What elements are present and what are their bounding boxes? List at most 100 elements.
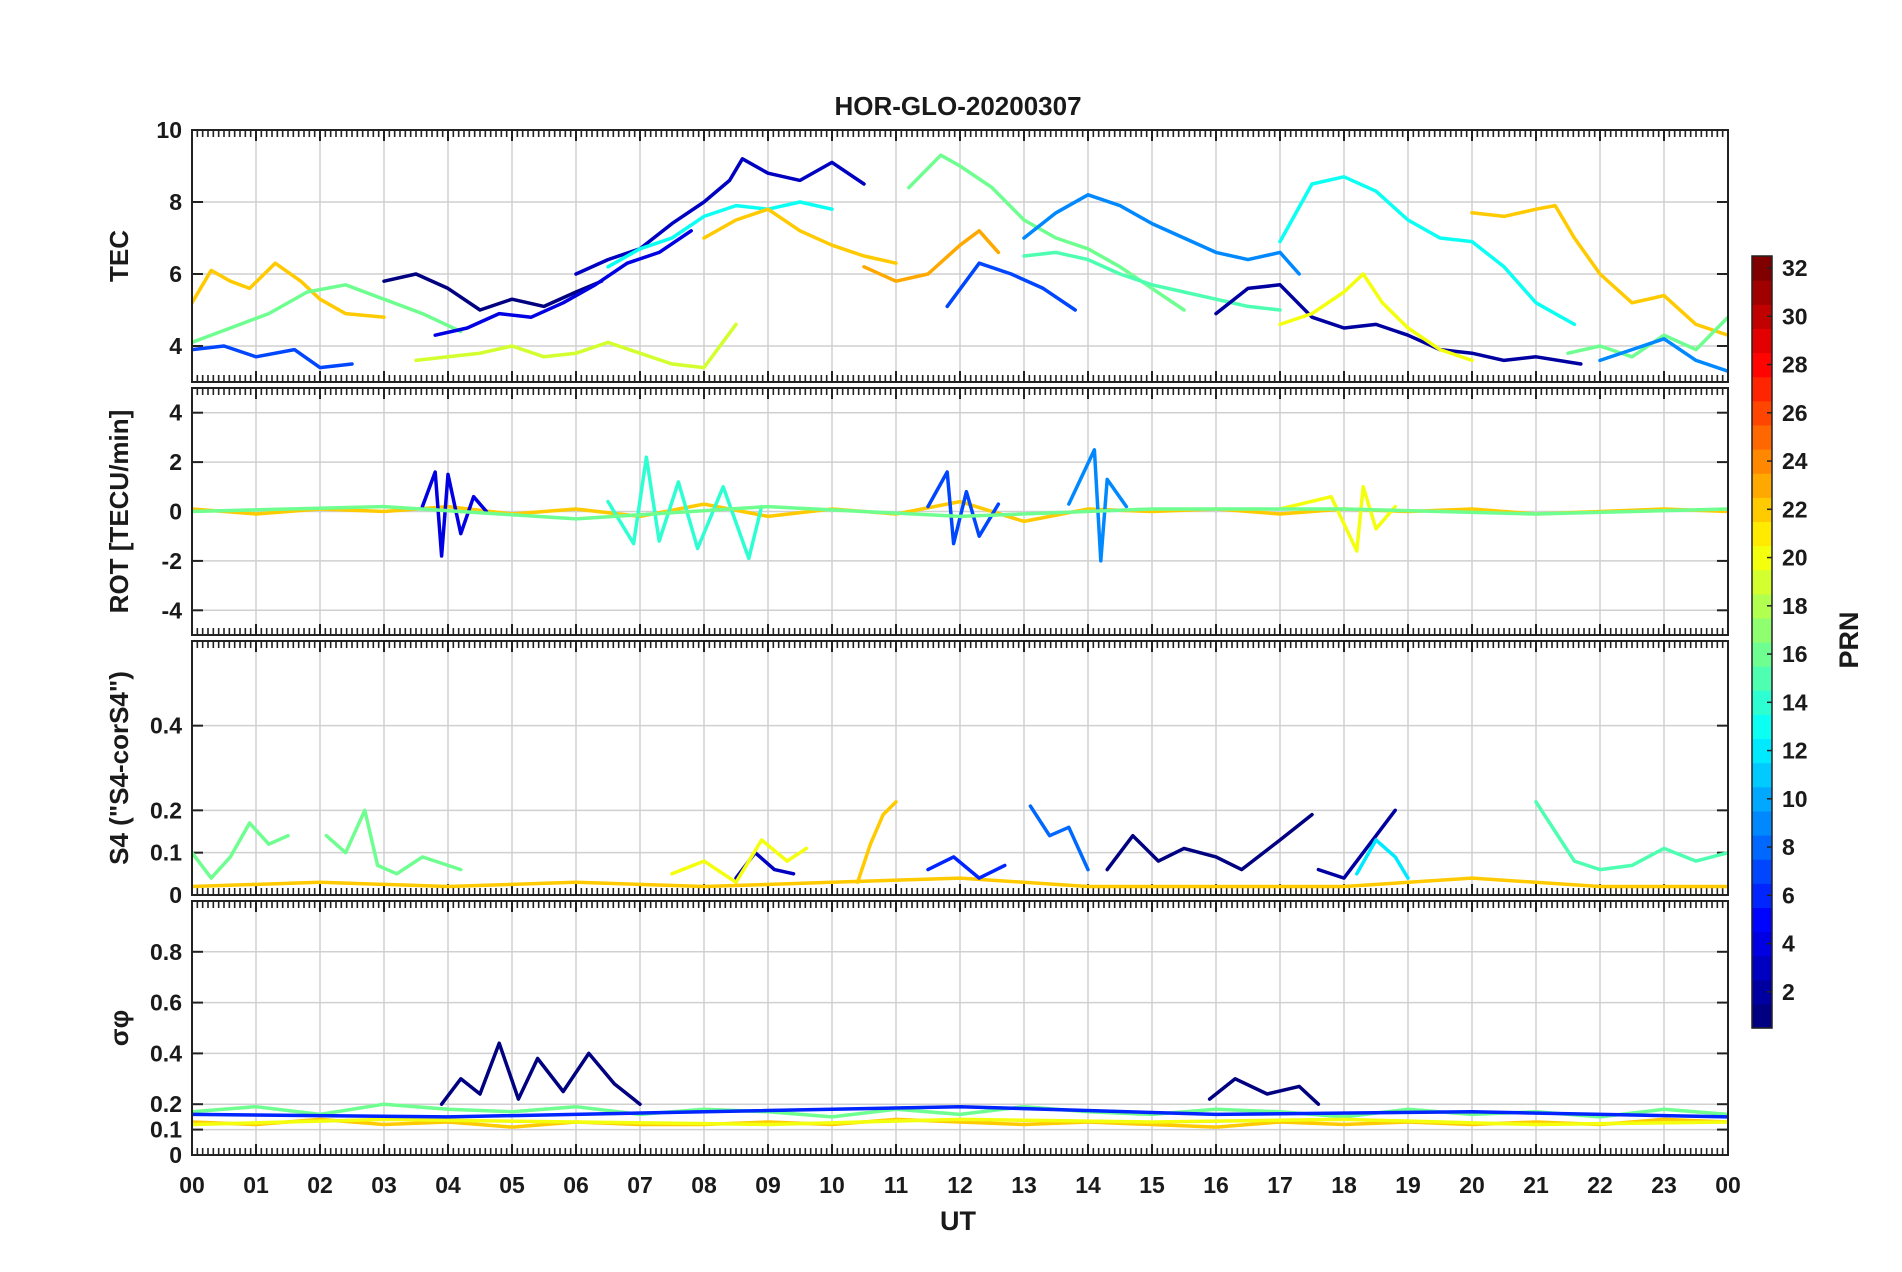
- colorbar-segment: [1752, 617, 1772, 643]
- series-line-prn-23: [862, 229, 1001, 283]
- series-line-prn-1: [1105, 812, 1314, 872]
- colorbar-segment: [1752, 666, 1772, 691]
- colorbar-segment: [1752, 473, 1772, 498]
- series-line-prn-13: [606, 200, 834, 269]
- y-tick-label: -2: [162, 548, 182, 574]
- colorbar-segment: [1752, 593, 1772, 619]
- y-tick-label: 0: [169, 499, 182, 525]
- colorbar-segment: [1752, 931, 1772, 957]
- chart-title: HOR-GLO-20200307: [834, 91, 1081, 121]
- colorbar-tick-label: 10: [1782, 786, 1808, 812]
- series-line-prn-22: [1470, 203, 1728, 337]
- series-group: [192, 1041, 1728, 1129]
- series-line-prn-7: [945, 261, 1077, 312]
- panel-s4: 0 0.1 0.2 0.4 S4 ("S4-corS4"): [104, 640, 1729, 908]
- series-line-prn-9: [1067, 448, 1129, 563]
- panel-tec: 4 6 8 10 TEC: [104, 117, 1729, 383]
- x-tick-label: 20: [1459, 1172, 1485, 1198]
- y-tick-label: 0.4: [150, 1040, 182, 1066]
- series-line-prn-2: [1316, 808, 1397, 880]
- panel-sigphi: 00.10.2 0.4 0.6 0.8 σφ: [104, 900, 1729, 1168]
- series-line-prn-22: [192, 876, 1728, 889]
- x-axis: 00 01 02 03 04 05 06 07 08 09 10 11 12 13 14 15 16 17 18 19…: [179, 1172, 1741, 1198]
- series-line-prn-20: [1278, 485, 1397, 553]
- series-line-prn-19: [414, 322, 738, 370]
- plot-frame: [191, 640, 1729, 896]
- colorbar-segment: [1752, 328, 1772, 354]
- plot-frame: [191, 129, 1729, 383]
- x-tick-label: 09: [755, 1172, 781, 1198]
- series-line-prn-4: [433, 229, 693, 337]
- colorbar-segment: [1752, 835, 1772, 860]
- colorbar-segment: [1752, 280, 1772, 305]
- colorbar-tick-label: 12: [1782, 738, 1808, 764]
- x-tick-label: 18: [1331, 1172, 1357, 1198]
- colorbar-segment: [1752, 424, 1772, 450]
- y-tick-label: 6: [169, 261, 182, 287]
- colorbar-tick-label: 2: [1782, 979, 1795, 1005]
- colorbar-tick-label: 20: [1782, 545, 1808, 571]
- colorbar-tick-label: 32: [1782, 255, 1808, 281]
- series-group: [192, 448, 1728, 563]
- x-tick-label: 10: [819, 1172, 845, 1198]
- x-tick-label: 13: [1011, 1172, 1037, 1198]
- series-line-prn-7: [192, 344, 354, 370]
- y-axis-label: TEC: [104, 230, 134, 282]
- x-tick-label: 06: [563, 1172, 589, 1198]
- x-tick-label: 00: [1715, 1172, 1741, 1198]
- colorbar-segment: [1752, 449, 1772, 474]
- series-line-prn-12: [1355, 838, 1410, 880]
- colorbar-tick-label: 8: [1782, 834, 1795, 860]
- colorbar-tick-label: 26: [1782, 400, 1808, 426]
- series-line-prn-2: [1214, 283, 1583, 366]
- colorbar-segment: [1752, 352, 1772, 378]
- plot-frame: [191, 387, 1729, 636]
- x-tick-label: 16: [1203, 1172, 1229, 1198]
- y-tick-label: 0.2: [150, 1091, 182, 1117]
- colorbar-segment: [1752, 400, 1772, 426]
- x-tick-label: 07: [627, 1172, 653, 1198]
- x-tick-label: 04: [435, 1172, 461, 1198]
- series-line-prn-20: [670, 838, 809, 885]
- x-tick-label: 17: [1267, 1172, 1293, 1198]
- series-line-prn-1: [439, 1041, 642, 1106]
- colorbar-segment: [1752, 762, 1772, 788]
- y-tick-label: 0: [169, 882, 182, 908]
- colorbar-label: PRN: [1834, 611, 1864, 668]
- colorbar-segment: [1752, 955, 1772, 981]
- series-line-prn-3: [574, 157, 866, 276]
- x-tick-label: 02: [307, 1172, 333, 1198]
- x-tick-label: 00: [179, 1172, 205, 1198]
- panel-rot: -4 -2 0 2 4 ROT [TECU/min]: [104, 387, 1729, 636]
- colorbar-segment: [1752, 859, 1772, 884]
- x-tick-label: 21: [1523, 1172, 1549, 1198]
- colorbar-segment: [1752, 497, 1772, 522]
- colorbar-segment: [1752, 810, 1772, 836]
- colorbar-segment: [1752, 569, 1772, 595]
- colorbar-segment: [1752, 304, 1772, 329]
- colorbar-segment: [1752, 690, 1772, 715]
- y-tick-label: -4: [162, 597, 183, 623]
- colorbar-tick-label: 18: [1782, 593, 1808, 619]
- colorbar-segment: [1752, 545, 1772, 571]
- plot-frame: [191, 900, 1729, 1156]
- x-tick-label: 23: [1651, 1172, 1677, 1198]
- y-tick-label: 4: [169, 333, 182, 359]
- series-line-prn-22: [192, 261, 386, 319]
- colorbar-segment: [1752, 738, 1772, 764]
- series-line-prn-20: [192, 1117, 1728, 1127]
- series-line-prn-16: [324, 808, 463, 876]
- colorbar-tick-label: 30: [1782, 303, 1808, 329]
- colorbar-segment: [1752, 786, 1772, 812]
- y-axis-label: σφ: [104, 1010, 134, 1046]
- y-tick-label: 2: [169, 449, 182, 475]
- x-tick-label: 14: [1075, 1172, 1101, 1198]
- series-line-prn-8: [1028, 804, 1090, 872]
- series-line-prn-15: [1022, 250, 1282, 312]
- series-line-prn-16: [192, 1102, 1728, 1119]
- series-group: [192, 153, 1728, 373]
- colorbar-frame: [1751, 255, 1773, 1029]
- x-tick-label: 01: [243, 1172, 269, 1198]
